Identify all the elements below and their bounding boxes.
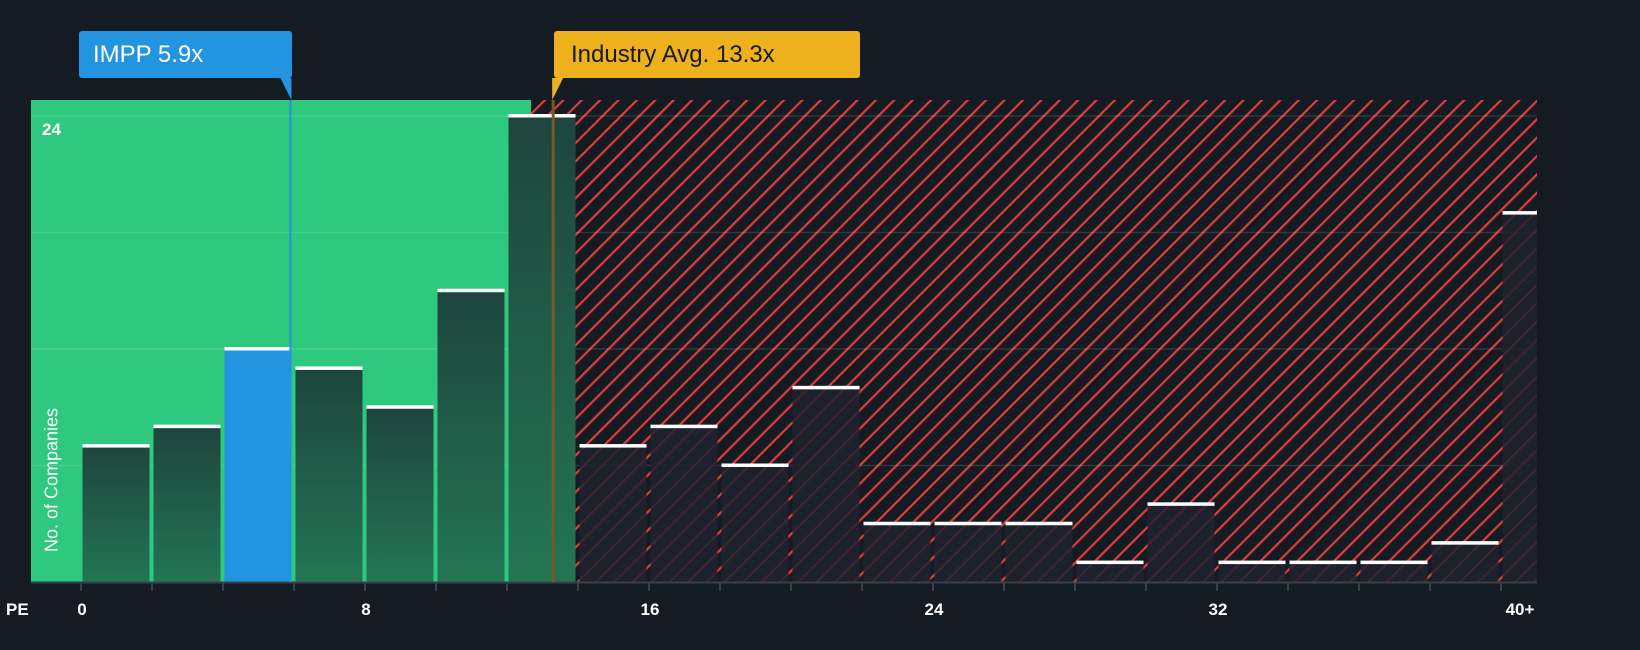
x-tick-label: 0 <box>77 600 87 619</box>
y-tick-label: 24 <box>42 120 61 139</box>
x-tick-label: 24 <box>924 600 944 619</box>
x-axis-label: PE <box>6 600 29 619</box>
histogram-bar <box>1431 543 1499 582</box>
x-tick-label: 40+ <box>1505 600 1535 619</box>
histogram-bar <box>437 290 505 582</box>
bar-cap <box>437 288 505 293</box>
histogram-bar <box>792 387 860 582</box>
bar-cap <box>721 463 789 467</box>
bar-cap <box>1076 560 1144 565</box>
histogram-bar <box>721 465 789 582</box>
histogram-bar <box>1289 562 1357 582</box>
bar-cap <box>1289 560 1357 565</box>
bar-cap <box>1005 521 1073 526</box>
histogram-bar <box>82 446 150 582</box>
bar-cap <box>579 444 647 448</box>
x-tick-label: 16 <box>640 600 660 619</box>
histogram-bar <box>934 523 1002 582</box>
company-pe-label: IMPP 5.9x <box>79 31 292 78</box>
bar-cap <box>508 114 576 118</box>
bar-cap <box>934 521 1002 526</box>
bar-cap <box>650 424 718 429</box>
industry-avg-label: Industry Avg. 13.3x <box>554 31 860 78</box>
histogram-bar <box>1076 562 1144 582</box>
bar-cap <box>295 366 363 370</box>
histogram-bar <box>579 446 647 582</box>
histogram-bar <box>1502 213 1537 583</box>
histogram-bar <box>295 368 363 582</box>
histogram-bar <box>863 523 931 582</box>
histogram-bar <box>153 426 221 582</box>
bar-cap <box>82 444 150 448</box>
x-tick-label: 32 <box>1208 600 1228 619</box>
histogram-bar <box>1147 504 1215 582</box>
histogram-bar <box>1218 562 1286 582</box>
x-tick-label: 8 <box>361 600 371 619</box>
bar-cap <box>863 521 931 526</box>
histogram-bar <box>1360 562 1428 582</box>
company-pe-pointer <box>280 78 292 100</box>
histogram-bar <box>508 116 576 582</box>
y-axis-label: No. of Companies <box>41 407 62 553</box>
bar-cap <box>1218 560 1286 565</box>
histogram-bar <box>1005 523 1073 582</box>
bar-cap <box>153 424 221 429</box>
bar-cap <box>1502 211 1537 215</box>
bar-cap <box>224 347 292 351</box>
industry-avg-pointer <box>552 78 564 100</box>
bar-cap <box>1360 560 1428 565</box>
bar-cap <box>1147 502 1215 506</box>
histogram-bar <box>650 426 718 582</box>
bar-cap <box>1431 541 1499 545</box>
bar-cap <box>366 405 434 409</box>
bar-cap <box>792 385 860 390</box>
histogram-bar <box>224 349 292 582</box>
histogram-bar <box>366 407 434 582</box>
